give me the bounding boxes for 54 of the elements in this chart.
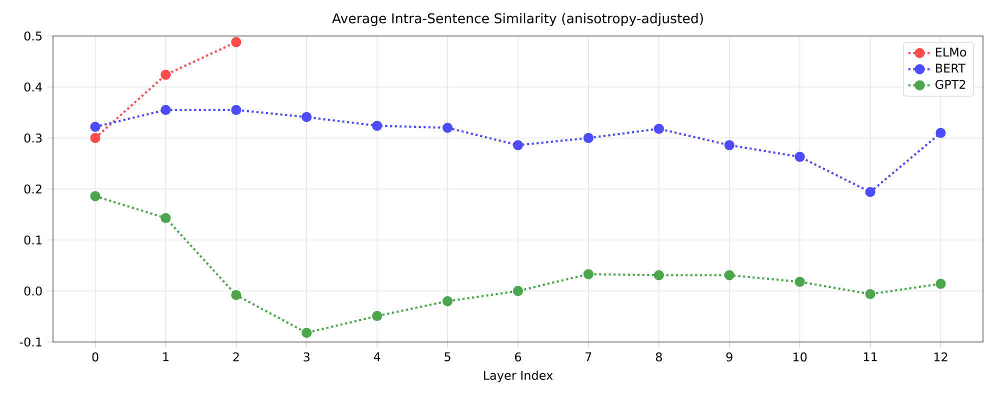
point [442,296,453,306]
point [160,70,171,80]
point [724,140,734,150]
point [583,132,594,144]
x-tick-label: 8 [656,352,662,362]
point [865,186,876,198]
legend-label: GPT2 [935,80,966,89]
point [794,276,805,287]
point [90,132,100,144]
point [654,124,664,134]
legend-label: ELMo [936,48,966,57]
point [231,290,242,300]
point [372,310,382,322]
x-tick-label: 10 [794,352,807,362]
point [654,270,664,280]
point [302,112,312,122]
y-tick-label: -0.1 [20,337,42,347]
y-tick-label: 0.3 [24,133,42,143]
point [442,122,453,133]
point [90,191,100,202]
point [865,288,876,300]
point [936,278,946,289]
x-tick-label: 6 [515,352,522,362]
point [90,122,100,132]
y-tick-label: 0.4 [24,82,42,92]
point [794,152,805,162]
legend-label: BERT [936,64,966,73]
point [583,269,594,280]
point [231,37,242,48]
x-tick-label: 7 [586,352,592,362]
point [160,213,171,224]
point [372,120,382,131]
x-axis-title: Layer Index [484,370,553,382]
point [936,128,946,138]
point [160,104,171,116]
x-tick-label: 12 [934,352,948,362]
x-tick-label: 1 [163,352,168,362]
y-tick-label: 0.5 [24,31,42,41]
chart-title: Average Intra-Sentence Similarity (anisotropy-adjusted) [332,13,703,26]
point [724,270,734,280]
x-tick-label: 0 [92,352,98,362]
x-tick-label: 3 [304,352,310,362]
y-tick-label: 0.1 [24,235,42,245]
x-tick-label: 5 [444,352,450,362]
point [302,328,312,338]
point [231,104,242,116]
y-tick-label: 0.0 [24,286,42,296]
y-tick-label: 0.2 [24,184,42,194]
x-tick-label: 9 [726,352,732,362]
point [512,286,524,296]
point [512,140,524,150]
x-tick-label: 4 [374,352,380,362]
x-tick-label: 11 [864,352,877,362]
x-tick-label: 2 [233,352,239,362]
